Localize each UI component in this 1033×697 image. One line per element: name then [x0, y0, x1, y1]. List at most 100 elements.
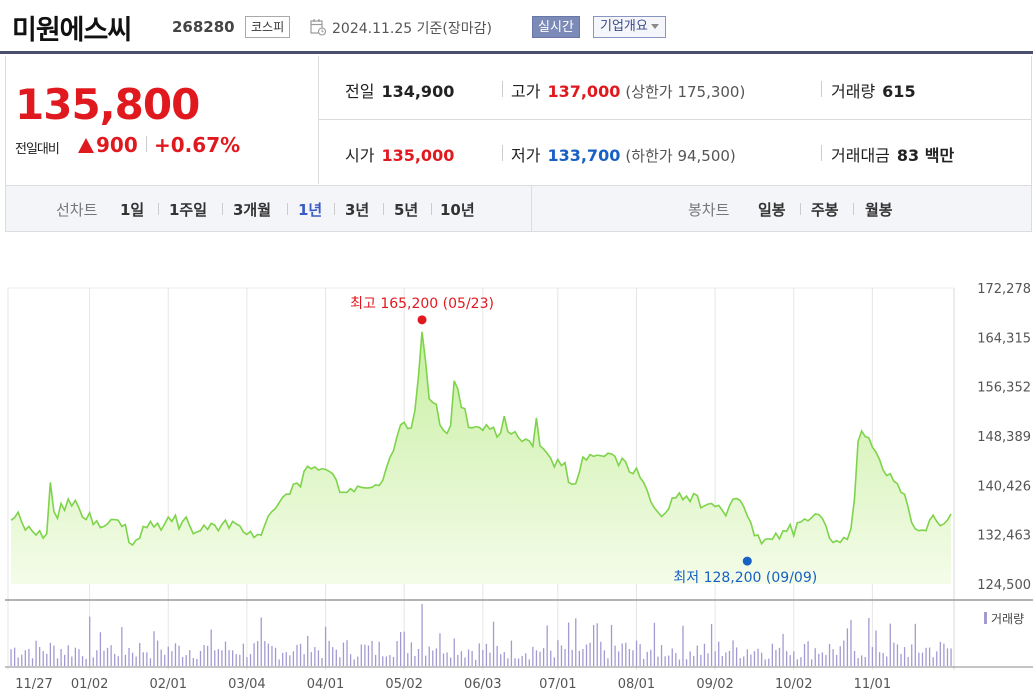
divider	[431, 203, 432, 215]
realtime-button[interactable]: 실시간	[532, 16, 580, 38]
volume-bar	[425, 655, 427, 666]
volume-bar	[392, 656, 395, 666]
volume-bar	[278, 659, 280, 666]
volume-legend-swatch	[984, 612, 987, 624]
diff-label: 전일대비	[15, 142, 60, 157]
divider	[502, 145, 503, 161]
volume-bar	[385, 656, 387, 666]
volume-bar	[707, 653, 709, 666]
volume-bar	[274, 647, 277, 666]
period-3m[interactable]: 3개월	[233, 201, 272, 219]
volume-bar	[28, 648, 30, 666]
volume-bar	[946, 648, 949, 666]
volume-bar	[271, 645, 273, 666]
volume-bar	[339, 657, 341, 666]
volume-bar	[74, 647, 77, 666]
y-tick-label: 148,389	[977, 430, 1031, 445]
volume-bar	[703, 643, 706, 666]
price-area	[11, 331, 951, 584]
price-chart: 172,278 164,315 156,352 148,389 140,426 132,4…	[5, 282, 1033, 697]
volume-bar	[35, 640, 37, 666]
period-1d[interactable]: 1일	[120, 201, 145, 219]
volume-bar	[735, 647, 738, 666]
line-chart-label: 선차트	[56, 201, 98, 219]
low-marker	[742, 556, 752, 566]
volume-bar	[353, 659, 355, 666]
volume-bar	[164, 654, 166, 666]
period-1y[interactable]: 1년	[298, 201, 323, 219]
volume-bar	[267, 643, 270, 666]
x-tick-label: 06/03	[464, 677, 501, 692]
volume-bar	[85, 658, 87, 666]
volume-bar	[260, 617, 262, 666]
volume-bar	[482, 650, 484, 666]
candle-monthly[interactable]: 월봉	[865, 201, 893, 219]
volume-bar	[117, 656, 119, 666]
volume-bar	[771, 643, 773, 666]
stock-header: 미원에스씨 268280 코스피 2024.11.25 기준(장마감) 실시간 …	[0, 0, 1033, 54]
volume-bar	[264, 641, 266, 666]
volume-bar	[886, 656, 888, 666]
volume-bar	[721, 656, 723, 666]
volume-bar	[936, 651, 938, 666]
volume-bar	[332, 647, 334, 666]
period-3y[interactable]: 3년	[345, 201, 370, 219]
volume-bar	[918, 652, 920, 666]
volume-bar	[882, 652, 884, 666]
volume-bar	[99, 632, 102, 666]
divider	[821, 81, 822, 97]
diff-value: 900	[96, 133, 138, 157]
x-tick-label: 03/04	[228, 677, 265, 692]
period-5y[interactable]: 5년	[394, 201, 419, 219]
volume-bar	[174, 643, 177, 666]
period-10y[interactable]: 10년	[440, 201, 475, 219]
volume-bar	[589, 642, 591, 666]
volume-bar	[696, 645, 698, 666]
amount-label: 거래대금	[831, 146, 890, 165]
volume-bar	[121, 627, 123, 666]
volume-bar	[793, 651, 795, 666]
volume-bar	[131, 652, 134, 666]
volume-bar	[417, 648, 420, 666]
volume-bar	[17, 657, 19, 666]
volume-bar	[625, 642, 627, 666]
prev-close: 전일 134,900	[345, 78, 454, 102]
volume-bar	[139, 642, 141, 666]
volume-bar	[657, 656, 659, 666]
volume-bar	[335, 649, 337, 666]
volume-bar	[503, 652, 505, 666]
period-1w[interactable]: 1주일	[169, 201, 208, 219]
volume-bar	[546, 625, 548, 666]
volume-bar	[796, 659, 799, 666]
volume-bar	[428, 646, 430, 666]
volume-bar	[67, 645, 69, 666]
volume-bar	[10, 649, 12, 666]
candle-weekly[interactable]: 주봉	[811, 201, 839, 219]
candle-daily[interactable]: 일봉	[758, 201, 786, 219]
volume-bar	[450, 657, 452, 666]
volume-bar	[811, 659, 813, 666]
volume-bar	[614, 645, 616, 666]
volume-bar	[78, 649, 80, 666]
volume-bar	[303, 654, 305, 666]
volume-bar	[457, 654, 459, 666]
volume-bar	[321, 658, 323, 666]
volume-bar	[592, 625, 595, 666]
volume-bar	[753, 651, 756, 666]
volume-bar	[900, 653, 902, 666]
company-overview-button[interactable]: 기업개요	[593, 16, 666, 38]
volume-bar	[349, 654, 352, 666]
volume-bar	[206, 645, 209, 666]
volume-bar	[668, 655, 670, 666]
volume-bar	[114, 653, 116, 666]
volume-bar	[560, 645, 563, 666]
volume-bar	[725, 652, 727, 666]
volume-bar	[328, 640, 330, 666]
volume-bar	[814, 648, 816, 666]
volume-bar	[221, 650, 223, 666]
volume-bar	[292, 651, 295, 666]
volume-bar	[317, 650, 320, 666]
price-panel: 135,800 전일대비 900 +0.67% 전일 134,900 고가 137,…	[5, 56, 1032, 186]
volume-bar	[610, 624, 613, 666]
volume-bar	[235, 654, 237, 666]
